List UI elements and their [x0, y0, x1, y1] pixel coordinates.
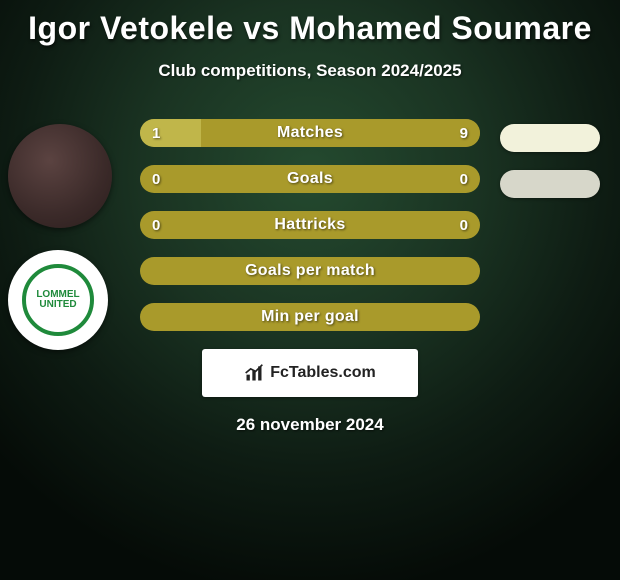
- stat-rows: 19Matches 00Goals 00Hattricks Goals per mat…: [0, 119, 620, 331]
- stat-row: Goals per match: [140, 257, 480, 285]
- stat-row: 19Matches: [140, 119, 480, 147]
- brand-label: FcTables.com: [270, 364, 376, 382]
- row-label: Matches: [140, 119, 480, 147]
- row-label: Min per goal: [140, 303, 480, 331]
- chart-icon: [244, 363, 264, 383]
- subtitle: Club competitions, Season 2024/2025: [0, 61, 620, 81]
- stat-row: Min per goal: [140, 303, 480, 331]
- page-title: Igor Vetokele vs Mohamed Soumare: [0, 0, 620, 47]
- row-label: Goals: [140, 165, 480, 193]
- stat-row: 00Goals: [140, 165, 480, 193]
- date-label: 26 november 2024: [0, 415, 620, 435]
- infographic-root: Igor Vetokele vs Mohamed Soumare Club co…: [0, 0, 620, 435]
- stat-row: 00Hattricks: [140, 211, 480, 239]
- brand-card: FcTables.com: [202, 349, 418, 397]
- row-label: Hattricks: [140, 211, 480, 239]
- row-label: Goals per match: [140, 257, 480, 285]
